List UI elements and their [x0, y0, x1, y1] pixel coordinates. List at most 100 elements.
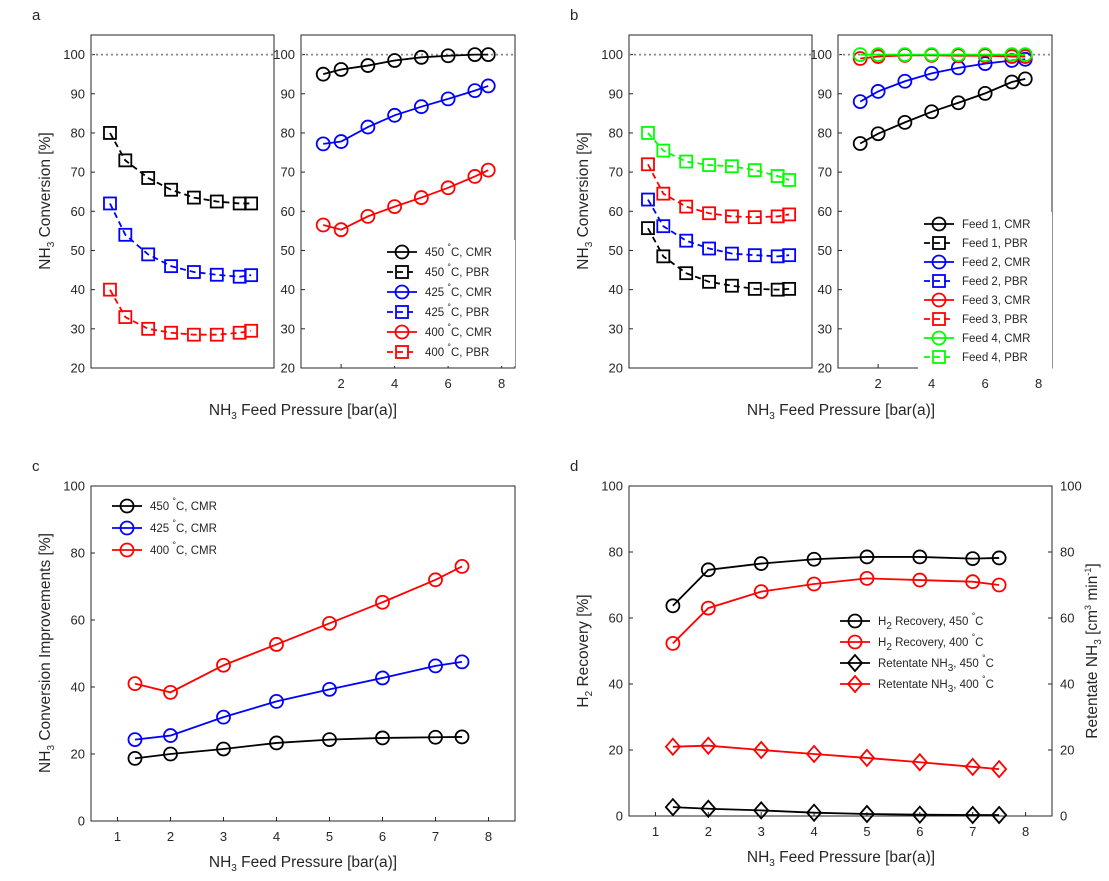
x-tick-label: 8: [1022, 824, 1029, 839]
y-tick-label: 70: [71, 165, 85, 180]
y-tick-label: 50: [71, 243, 85, 258]
y2-tick-label: 0: [1060, 809, 1067, 824]
legend-label-part: 3: [948, 684, 954, 695]
series-line: [134, 736, 463, 760]
y-tick-label: 40: [71, 282, 85, 297]
legend-label-part: 450: [425, 267, 447, 279]
legend-item: Feed 1, PBR: [924, 236, 1028, 250]
y-tick-label: 30: [281, 321, 295, 336]
data-point: [387, 199, 403, 214]
data-point: [950, 47, 966, 62]
data-point: [782, 281, 797, 296]
y-tick-label: 80: [609, 125, 623, 140]
legend-label-part: C: [975, 637, 983, 649]
data-point: [679, 233, 694, 248]
x-tick-label: 4: [273, 829, 280, 844]
legend-label-part: C: [986, 658, 994, 670]
data-point: [990, 805, 1008, 825]
legend-label: Feed 3, CMR: [962, 295, 1030, 307]
y-tick-label: 100: [273, 47, 295, 62]
y-tick-label: 90: [818, 86, 832, 101]
series-450-c-pbr: [103, 126, 259, 211]
data-point: [656, 186, 671, 201]
y-tick-label: 20: [281, 361, 295, 376]
series-feed-2-pbr: [641, 192, 797, 264]
data-point: [852, 51, 868, 66]
y-axis-label-c-part: Conversion Improvements [%]: [37, 533, 54, 745]
data-point: [990, 759, 1008, 779]
x-tick-label: 2: [338, 376, 345, 391]
data-point: [216, 709, 231, 725]
legend-marker: [931, 292, 947, 308]
x-tick-label: 1: [114, 829, 121, 844]
data-point: [725, 278, 739, 293]
legend-label-part: C, CMR: [176, 545, 217, 557]
x-axis-label-c-part: Feed Pressure [bar(a)]: [237, 854, 397, 871]
legend-label-part: 450: [425, 247, 447, 259]
series-450-c-cmr: [315, 47, 496, 82]
y2-tick-label: 100: [1060, 479, 1082, 494]
data-point: [753, 584, 769, 599]
data-point: [163, 746, 178, 762]
series-400-c-cmr: [127, 559, 470, 700]
legend-label: 425 °C, PBR: [425, 302, 489, 319]
legend-marker: [846, 674, 864, 694]
data-point: [103, 126, 117, 140]
legend-item: 400 °C, CMR: [112, 540, 217, 558]
data-point: [924, 104, 940, 120]
data-point: [641, 192, 655, 207]
legend-label-part: °: [982, 653, 986, 663]
y-tick-label: 70: [609, 165, 623, 180]
data-point: [1017, 71, 1033, 87]
x-axis-label-b: NH3 Feed Pressure [bar(a)]: [747, 402, 935, 422]
data-point: [977, 47, 993, 62]
axes-box: [90, 34, 275, 369]
x-tick-label: 6: [982, 376, 989, 391]
data-point: [747, 163, 762, 178]
legend-marker: [395, 265, 409, 279]
legend-item: 400 °C, PBR: [387, 342, 489, 359]
legend-label-part: 400: [425, 347, 447, 359]
x-tick-label: 3: [758, 824, 765, 839]
panel-letter-c: c: [32, 458, 40, 475]
legend-label-part: 400: [150, 545, 172, 557]
y-tick-label: 60: [71, 613, 85, 628]
legend-label-part: °: [972, 611, 976, 621]
legend-label: Feed 2, CMR: [962, 257, 1030, 269]
data-point: [454, 559, 470, 574]
series-retentate-nh3-400-c: [664, 736, 1008, 779]
data-point: [656, 143, 671, 158]
y-tick-label: 20: [609, 743, 623, 758]
legend-item: 450 °C, CMR: [112, 496, 217, 514]
legend-label: H2 Recovery, 450 °C: [878, 611, 983, 632]
data-point: [103, 282, 117, 297]
data-point: [209, 327, 224, 342]
data-point: [782, 207, 797, 222]
y-tick-label: 40: [281, 282, 295, 297]
legend-label-part: C, PBR: [451, 307, 489, 319]
y2-axis-label-d-part: Retentate NH: [1084, 645, 1101, 739]
series-450-c-cmr: [127, 729, 470, 766]
x-tick-label: 6: [379, 829, 386, 844]
legend-item: 400 °C, CMR: [387, 322, 492, 340]
data-point: [747, 210, 762, 225]
y-tick-label: 40: [71, 680, 85, 695]
data-point: [870, 126, 886, 142]
legend-label-part: H: [878, 616, 886, 628]
y-tick-label: 30: [609, 321, 623, 336]
legend-marker: [395, 305, 409, 319]
data-point: [375, 594, 390, 610]
y-tick-label: 100: [601, 47, 623, 62]
series-feed-4-cmr: [852, 47, 1033, 62]
legend-label: Feed 1, CMR: [962, 219, 1030, 231]
series-line: [134, 565, 463, 694]
data-point: [360, 58, 376, 73]
data-point: [897, 73, 913, 89]
legend-label-part: °: [447, 302, 451, 312]
y2-axis-label-d-part: -1: [1083, 568, 1093, 576]
data-point: [118, 153, 133, 168]
